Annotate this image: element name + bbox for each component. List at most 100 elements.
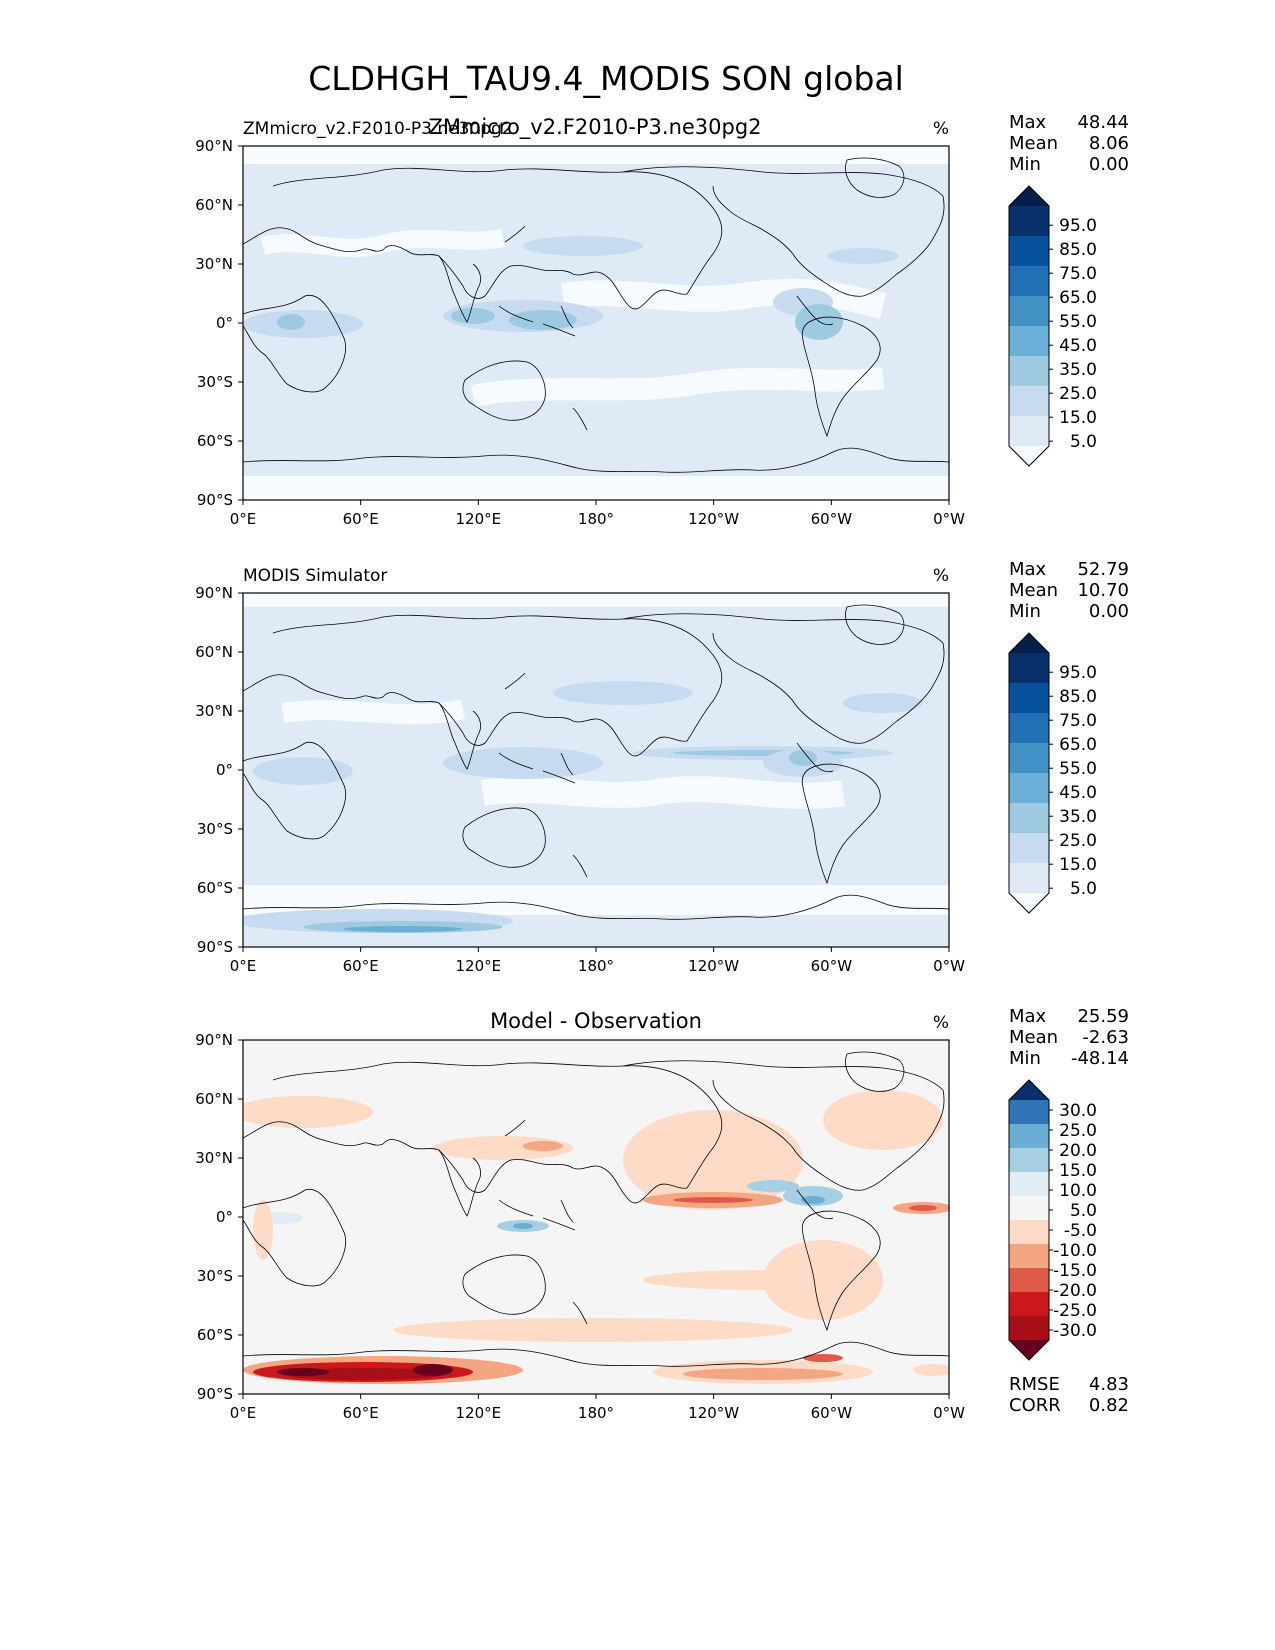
colorbar-band <box>1009 863 1049 894</box>
colorbar-band <box>1009 326 1049 357</box>
panel-reference-y-ticks: 90°N 60°N 30°N 0° 30°S 60°S 90°S <box>195 584 243 956</box>
panel-reference-x-ticks: 0°E 60°E 120°E 180° 120°W 60°W 0°W <box>230 947 965 975</box>
x-tick-label: 0°W <box>933 510 965 528</box>
y-tick-label: 90°S <box>197 938 233 956</box>
panel-test-map <box>243 146 949 500</box>
colorbar-tick-label: -30.0 <box>1053 1321 1097 1341</box>
y-tick-label: 90°S <box>197 491 233 509</box>
colorbar-tick-label: -15.0 <box>1053 1261 1097 1281</box>
y-tick-label: 0° <box>216 761 233 779</box>
stat-max-value: 52.79 <box>1077 559 1129 580</box>
colorbar-extend-bottom <box>1009 1340 1049 1360</box>
colorbar-band <box>1009 1316 1049 1341</box>
x-tick-label: 120°W <box>688 1404 739 1422</box>
colorbar-extend-top <box>1009 186 1049 206</box>
rmse-label: RMSE <box>1009 1374 1060 1395</box>
panel-reference-colorbar: 95.0 85.0 75.0 65.0 55.0 45.0 35.0 25.0 15.0 5.0 <box>1008 632 1097 914</box>
x-tick-label: 120°E <box>456 957 502 975</box>
panel-test-colorbar: 95.0 85.0 75.0 65.0 55.0 45.0 35.0 25.0 15.0 5.0 <box>1008 185 1097 467</box>
panel-diff: Model - Observation % 0°E 60°E 120°E 180° 12… <box>195 1009 965 1422</box>
colorbar-tick-label: 35.0 <box>1059 360 1097 380</box>
panel-reference-map <box>243 593 949 947</box>
colorbar-band <box>1009 833 1049 864</box>
colorbar-tick-label: 65.0 <box>1059 735 1097 755</box>
y-tick-label: 60°S <box>197 1326 233 1344</box>
x-tick-label: 60°E <box>343 957 379 975</box>
y-tick-label: 60°N <box>195 1090 233 1108</box>
x-tick-label: 0°W <box>933 957 965 975</box>
y-tick-label: 30°N <box>195 255 233 273</box>
colorbar-tick-label: 25.0 <box>1059 384 1097 404</box>
colorbar-outline <box>1008 632 1050 914</box>
x-tick-label: 120°E <box>456 1404 502 1422</box>
colorbar-band <box>1009 1172 1049 1197</box>
colorbar-tick-label: 15.0 <box>1059 1161 1097 1181</box>
stat-min-label: Min <box>1009 154 1041 175</box>
colorbar-outline <box>1008 1079 1050 1361</box>
y-tick-label: 60°S <box>197 432 233 450</box>
colorbar-tick-label: 15.0 <box>1059 408 1097 428</box>
stat-mean-value: 10.70 <box>1077 580 1129 601</box>
colorbar-band <box>1009 416 1049 447</box>
y-tick-label: 60°N <box>195 643 233 661</box>
y-tick-label: 30°S <box>197 820 233 838</box>
colorbar-band <box>1009 296 1049 327</box>
colorbar-tick-label: -5.0 <box>1064 1221 1097 1241</box>
y-tick-label: 30°S <box>197 373 233 391</box>
stat-mean-label: Mean <box>1009 1027 1058 1048</box>
colorbar-extend-top <box>1009 633 1049 653</box>
panel-test: ZMmicro_v2.F2010-P3.ne30pg2 ZMmicro_v2.F… <box>195 115 965 528</box>
stat-max-label: Max <box>1009 559 1047 580</box>
colorbar-tick-label: 95.0 <box>1059 663 1097 683</box>
colorbar-tick-label: 55.0 <box>1059 759 1097 779</box>
x-tick-label: 180° <box>578 1404 614 1422</box>
panel-diff-metrics: RMSE 4.83 CORR 0.82 <box>1009 1374 1129 1416</box>
colorbar-band <box>1009 713 1049 744</box>
colorbar-tick-label: 25.0 <box>1059 831 1097 851</box>
x-tick-label: 120°W <box>688 957 739 975</box>
stat-mean-value: -2.63 <box>1082 1027 1129 1048</box>
colorbar-tick-label: 75.0 <box>1059 711 1097 731</box>
panel-test-units: % <box>933 119 949 139</box>
panel-diff-stats: Max 25.59 Mean -2.63 Min -48.14 <box>1009 1006 1129 1069</box>
panel-test-center-title: ZMmicro_v2.F2010-P3.ne30pg2 <box>428 115 761 140</box>
colorbar-tick-label: 25.0 <box>1059 1121 1097 1141</box>
stat-mean-label: Mean <box>1009 580 1058 601</box>
colorbar-tick-label: -25.0 <box>1053 1301 1097 1321</box>
x-tick-label: 180° <box>578 510 614 528</box>
x-tick-label: 0°E <box>230 957 257 975</box>
x-tick-label: 60°E <box>343 510 379 528</box>
panel-test-x-ticks: 0°E 60°E 120°E 180° 120°W 60°W 0°W <box>230 500 965 528</box>
panel-diff-colorbar: 30.025.020.015.010.05.0-5.0-10.0-15.0-20… <box>1008 1079 1097 1361</box>
x-tick-label: 0°W <box>933 1404 965 1422</box>
x-tick-label: 60°E <box>343 1404 379 1422</box>
colorbar-extend-bottom <box>1009 893 1049 913</box>
colorbar-tick-label: -10.0 <box>1053 1241 1097 1261</box>
colorbar-band <box>1009 653 1049 684</box>
stat-mean-label: Mean <box>1009 133 1058 154</box>
panel-diff-units: % <box>933 1013 949 1033</box>
corr-label: CORR <box>1009 1395 1061 1416</box>
y-tick-label: 90°S <box>197 1385 233 1403</box>
panel-reference-stats: Max 52.79 Mean 10.70 Min 0.00 <box>1009 559 1129 622</box>
y-tick-label: 60°S <box>197 879 233 897</box>
panel-diff-y-ticks: 90°N 60°N 30°N 0° 30°S 60°S 90°S <box>195 1031 243 1403</box>
colorbar-extend-bottom <box>1009 446 1049 466</box>
panel-test-stats: Max 48.44 Mean 8.06 Min 0.00 <box>1009 112 1129 175</box>
stat-mean-value: 8.06 <box>1089 133 1129 154</box>
colorbar-tick-label: 85.0 <box>1059 240 1097 260</box>
stat-max-label: Max <box>1009 1006 1047 1027</box>
colorbar-band <box>1009 773 1049 804</box>
colorbar-band <box>1009 1220 1049 1245</box>
panel-diff-x-ticks: 0°E 60°E 120°E 180° 120°W 60°W 0°W <box>230 1394 965 1422</box>
colorbar-band <box>1009 1196 1049 1221</box>
y-tick-label: 90°N <box>195 584 233 602</box>
colorbar-tick-label: 5.0 <box>1070 432 1097 452</box>
colorbar-band <box>1009 206 1049 237</box>
x-tick-label: 0°E <box>230 510 257 528</box>
stat-max-value: 25.59 <box>1077 1006 1129 1027</box>
colorbar-band <box>1009 683 1049 714</box>
colorbar-band <box>1009 1148 1049 1173</box>
colorbar-band <box>1009 266 1049 297</box>
colorbar-band <box>1009 386 1049 417</box>
